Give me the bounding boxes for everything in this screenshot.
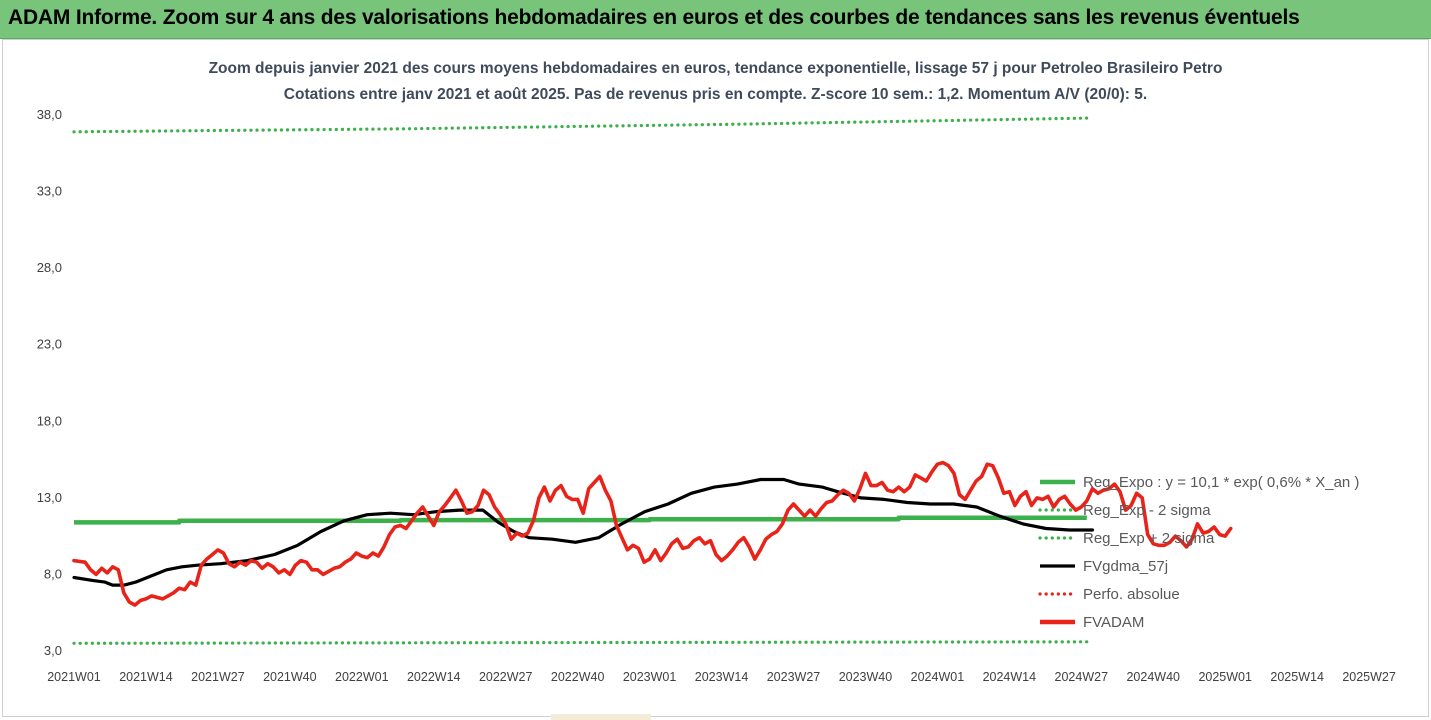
series-line-2 bbox=[72, 116, 1089, 134]
x-tick-label: 2023W01 bbox=[623, 670, 677, 684]
x-tick-label: 2025W14 bbox=[1270, 670, 1324, 684]
x-tick-label: 2022W14 bbox=[407, 670, 461, 684]
report-header: ADAM Informe. Zoom sur 4 ans des valoris… bbox=[0, 0, 1431, 39]
x-tick-label: 2022W40 bbox=[551, 670, 605, 684]
x-tick-label: 2021W27 bbox=[191, 670, 245, 684]
series-line-3 bbox=[72, 477, 1094, 587]
x-tick-label: 2023W40 bbox=[839, 670, 893, 684]
legend: Reg_Expo : y = 10,1 * exp( 0,6% * X_an )… bbox=[1038, 474, 1359, 631]
y-tick-label: 13,0 bbox=[37, 490, 62, 505]
x-tick-label: 2024W27 bbox=[1055, 670, 1109, 684]
y-tick-label: 33,0 bbox=[37, 184, 62, 199]
x-tick-label: 2025W01 bbox=[1198, 670, 1252, 684]
y-tick-label: 8,0 bbox=[44, 566, 62, 581]
y-tick-label: 18,0 bbox=[37, 413, 62, 428]
series-line-5 bbox=[72, 460, 1233, 607]
chart-subtitle: Cotations entre janv 2021 et août 2025. … bbox=[283, 86, 1148, 103]
x-axis: 2021W01 2021W14 2021W27 2021W40 2022W01 2022W… bbox=[47, 670, 1396, 684]
legend-label: FVgdma_57j bbox=[1083, 558, 1168, 575]
x-tick-label: 2023W27 bbox=[767, 670, 821, 684]
x-tick-label: 2023W14 bbox=[695, 670, 749, 684]
series-layer bbox=[72, 116, 1233, 645]
x-tick-label: 2025W27 bbox=[1342, 670, 1396, 684]
series-line-0 bbox=[74, 515, 1087, 525]
x-tick-label: 2022W27 bbox=[479, 670, 533, 684]
y-axis: 3,0 8,0 13,0 18,0 23,0 28,0 33,0 38,0 bbox=[37, 107, 62, 658]
y-tick-label: 3,0 bbox=[44, 643, 62, 658]
chart-frame bbox=[2, 39, 1429, 717]
x-tick-label: 2024W40 bbox=[1126, 670, 1180, 684]
x-tick-label: 2021W01 bbox=[47, 670, 101, 684]
legend-label: Reg_Exp - 2 sigma bbox=[1083, 502, 1211, 519]
report-title: ADAM Informe. Zoom sur 4 ans des valoris… bbox=[8, 6, 1300, 29]
legend-label: Reg_Exp + 2 sigma bbox=[1083, 530, 1215, 547]
x-tick-label: 2024W14 bbox=[983, 670, 1037, 684]
legend-label: FVADAM bbox=[1083, 614, 1144, 631]
x-tick-label: 2024W01 bbox=[911, 670, 965, 684]
y-tick-label: 23,0 bbox=[37, 337, 62, 352]
sheet-tab-stub bbox=[551, 714, 651, 720]
x-tick-label: 2021W40 bbox=[263, 670, 317, 684]
x-tick-label: 2022W01 bbox=[335, 670, 389, 684]
series-line-1 bbox=[72, 640, 1089, 645]
y-tick-label: 38,0 bbox=[37, 107, 62, 122]
chart-title: Zoom depuis janvier 2021 des cours moyen… bbox=[208, 60, 1223, 77]
legend-label: Perfo. absolue bbox=[1083, 586, 1180, 603]
legend-label: Reg_Expo : y = 10,1 * exp( 0,6% * X_an ) bbox=[1083, 474, 1359, 491]
x-tick-label: 2021W14 bbox=[119, 670, 173, 684]
y-tick-label: 28,0 bbox=[37, 260, 62, 275]
